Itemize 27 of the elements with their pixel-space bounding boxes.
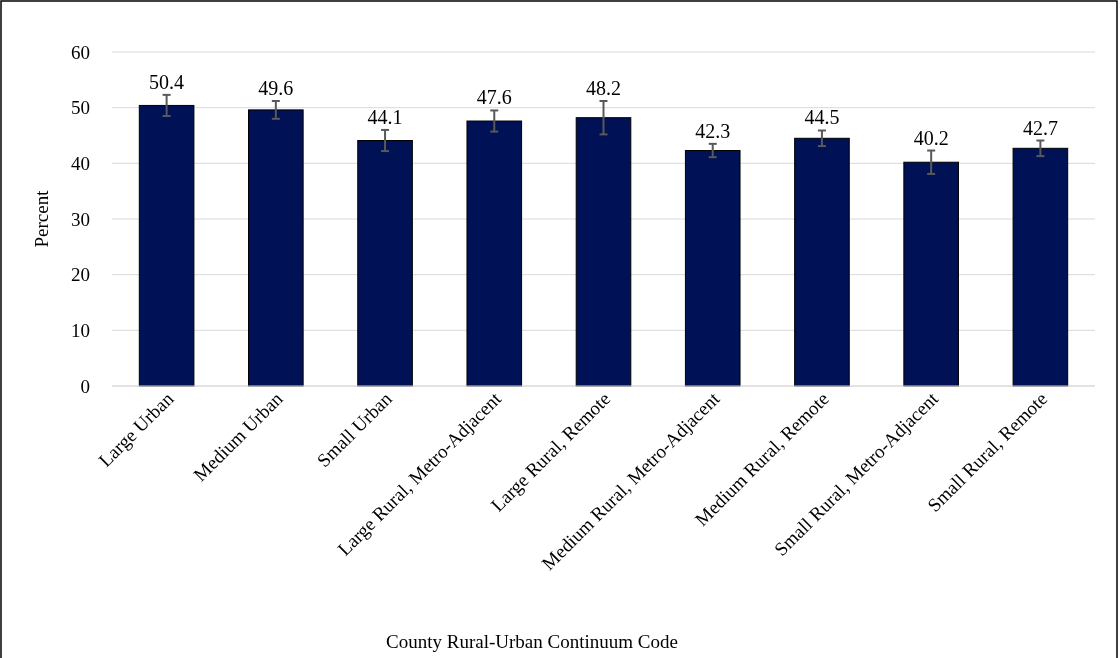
data-label: 50.4 xyxy=(149,70,185,93)
data-label: 42.7 xyxy=(1022,116,1058,139)
data-label: 48.2 xyxy=(586,76,621,99)
bar xyxy=(903,161,959,387)
data-label: 44.1 xyxy=(367,105,403,128)
bar xyxy=(466,120,523,387)
y-tick-label: 50 xyxy=(71,97,90,119)
data-label: 42.3 xyxy=(695,119,731,142)
bar xyxy=(575,117,632,387)
y-tick-label: 40 xyxy=(71,152,90,174)
bar xyxy=(248,109,304,387)
bar xyxy=(1012,147,1069,387)
y-axis-title: Percent xyxy=(31,189,52,248)
y-tick-label: 20 xyxy=(71,264,90,286)
data-label: 47.6 xyxy=(476,86,512,109)
y-tick-label: 60 xyxy=(71,41,90,63)
y-tick-label: 30 xyxy=(71,208,90,230)
bar xyxy=(138,104,195,387)
y-tick-label: 0 xyxy=(80,375,90,397)
data-label: 40.2 xyxy=(913,126,949,149)
x-axis-title: County Rural-Urban Continuum Code xyxy=(386,631,678,652)
bar xyxy=(357,140,413,387)
data-label: 49.6 xyxy=(258,76,294,99)
data-label: 44.5 xyxy=(804,106,840,129)
bar xyxy=(684,150,741,387)
y-tick-label: 10 xyxy=(71,319,90,341)
bar xyxy=(794,137,850,387)
